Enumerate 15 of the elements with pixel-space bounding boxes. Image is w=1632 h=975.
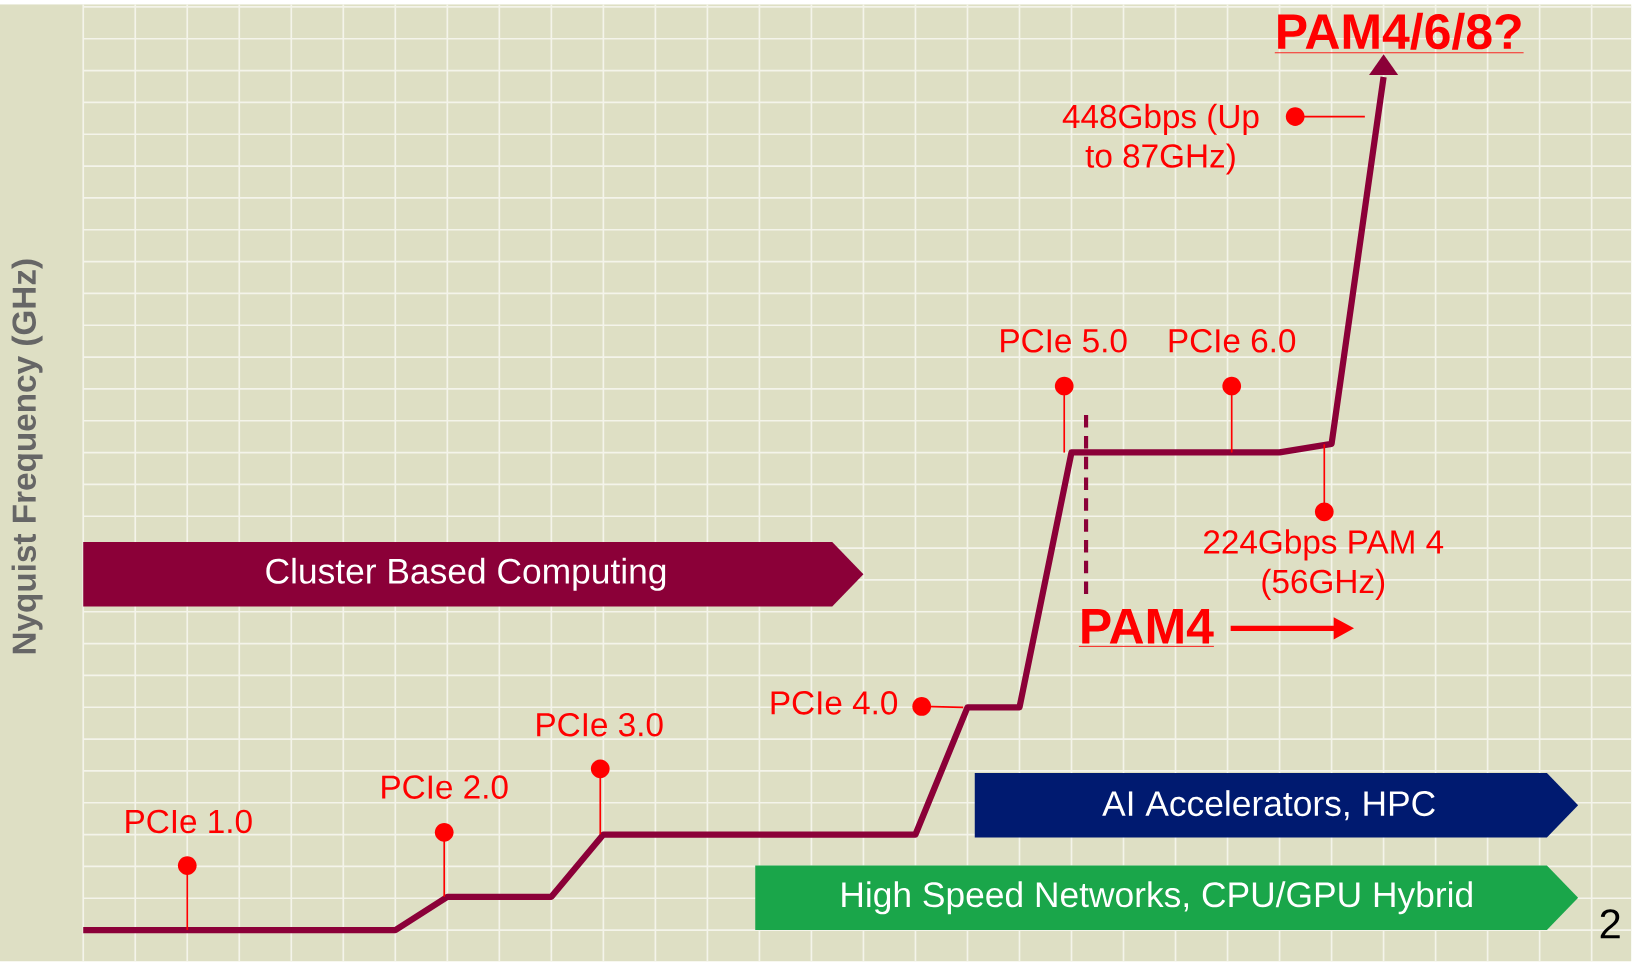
text: 2 xyxy=(1600,909,1620,939)
annotation: 224Gbps PAM 4 (56GHz) xyxy=(1204,529,1444,600)
annotation: AI Accelerators, HPC xyxy=(1102,789,1435,821)
annotation: PCIe 3.0 xyxy=(537,712,663,737)
annotation: PCIe 2.0 xyxy=(382,775,508,799)
annotation: Cluster Based Computing xyxy=(266,557,666,591)
annotation: High Speed Networks, CPU/GPU Hybrid xyxy=(842,881,1472,915)
y-axis-title: Nyquist Frequency (GHz) xyxy=(11,259,43,654)
text: PAM4/6/8? xyxy=(1278,12,1521,50)
annotation: 448Gbps (Up to 87GHz) xyxy=(1062,103,1259,175)
annotation: PCIe 4.0 xyxy=(771,690,898,715)
annotation: PAM4 xyxy=(1082,608,1214,644)
annotation: PCIe 6.0 xyxy=(1169,328,1296,353)
annotation: PCIe 5.0 xyxy=(1001,328,1127,353)
annotation: PCIe 1.0 xyxy=(126,809,252,833)
